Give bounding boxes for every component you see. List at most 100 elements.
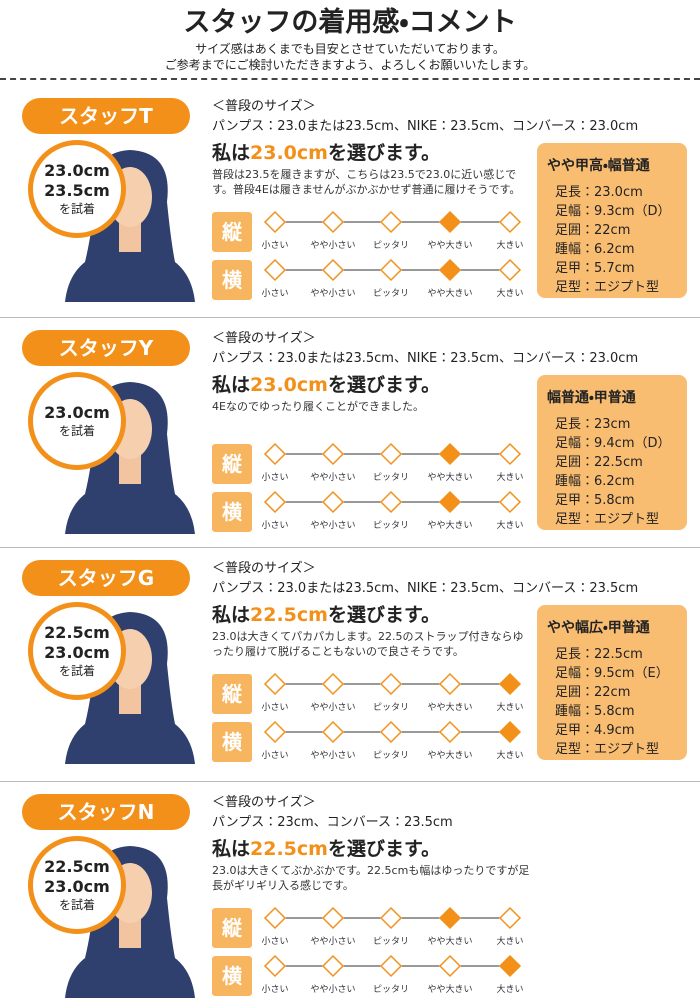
foot-line: 踵幅：5.8cm	[555, 704, 635, 719]
scale-option: ピッタリ	[372, 937, 409, 947]
foot-box: 幅普通・甲普通 足長：23cm 足幅：9.4cm（D） 足囲：22.5cm 踵幅：6.2…	[537, 375, 687, 530]
scale-label: 縦	[212, 212, 252, 252]
scale-marker	[263, 490, 287, 514]
staff-name: スタッフY	[22, 330, 190, 366]
foot-line: 足型：エジプト型	[555, 512, 660, 527]
scale-option: やや小さい	[310, 751, 356, 761]
foot-line: 足長：23.0cm	[555, 185, 643, 200]
foot-line: 足甲：5.7cm	[555, 261, 635, 276]
scale	[263, 906, 522, 930]
scale-option: ピッタリ	[372, 985, 409, 995]
foot-line: 足幅：9.3cm（D）	[555, 204, 671, 219]
tried-size: 23.0cm	[44, 161, 110, 180]
scale-marker	[263, 954, 287, 978]
scale-marker	[379, 210, 403, 234]
scale-option: ピッタリ	[372, 241, 409, 251]
choice-suffix: を選びます。	[327, 142, 441, 164]
usual-sizes: パンプス：23.0または23.5cm、NIKE：23.5cm、コンバース：23.…	[212, 119, 639, 134]
comment: 4Eなのでゆったり履くことができました。	[212, 400, 424, 413]
choice-prefix: 私は	[212, 142, 251, 164]
usual-sizes: パンプス：23.0または23.5cm、NIKE：23.5cm、コンバース：23.…	[212, 581, 639, 596]
scale-option: 小さい	[261, 241, 289, 251]
scale-option: 小さい	[261, 289, 289, 299]
scale	[263, 258, 522, 282]
usual-label: ＜普段のサイズ＞	[212, 99, 316, 114]
scale-option: やや大きい	[427, 289, 473, 299]
choice-prefix: 私は	[212, 374, 251, 396]
scale-marker	[379, 258, 403, 282]
subtitle: サイズ感はあくまでも目安とさせていただいております。	[195, 42, 505, 56]
foot-line: 足幅：9.5cm（E）	[555, 666, 669, 681]
scale-marker	[263, 672, 287, 696]
scale-option: やや大きい	[427, 521, 473, 531]
scale-label: 縦	[212, 444, 252, 484]
staff-name: スタッフT	[22, 98, 190, 134]
scale-label: 横	[212, 956, 252, 996]
title: スタッフの着用感・コメント	[183, 7, 517, 38]
tried-size: 23.0cm	[44, 643, 110, 662]
scale-option: やや小さい	[310, 289, 356, 299]
tried-label: を試着	[58, 202, 95, 216]
foot-line: 足型：エジプト型	[555, 280, 660, 295]
scale-option: やや大きい	[427, 473, 473, 483]
shape	[119, 684, 141, 714]
tried-size: 22.5cm	[44, 623, 110, 642]
scale-option: やや小さい	[310, 521, 356, 531]
foot-line: 踵幅：6.2cm	[555, 474, 635, 489]
scale-marker	[321, 954, 345, 978]
usual-sizes: パンプス：23.0または23.5cm、NIKE：23.5cm、コンバース：23.…	[212, 351, 639, 366]
tried-size: 22.5cm	[44, 857, 110, 876]
comment: 普段は23.5を履きますが、こちらは23.5で23.0に近い感じです。普段4Eは…	[212, 168, 521, 196]
tried-label: を試着	[58, 898, 95, 912]
scale-marker-selected	[498, 720, 522, 744]
scale	[263, 672, 522, 696]
shape	[119, 454, 141, 484]
scale-marker	[438, 720, 462, 744]
usual-sizes: パンプス：23cm、コンバース：23.5cm	[212, 815, 453, 830]
tried-label: を試着	[58, 424, 95, 438]
shape	[65, 482, 195, 534]
usual-label: ＜普段のサイズ＞	[212, 561, 316, 576]
scale-marker	[379, 490, 403, 514]
choice-suffix: を選びます。	[327, 604, 441, 626]
scale-marker	[321, 442, 345, 466]
scale-option: やや小さい	[310, 985, 356, 995]
foot-line: 足甲：5.8cm	[555, 493, 635, 508]
separator	[0, 781, 700, 782]
scale	[263, 720, 522, 744]
scale-option: ピッタリ	[372, 703, 409, 713]
foot-line: 足囲：22.5cm	[555, 455, 643, 470]
shape	[119, 918, 141, 948]
shape	[65, 946, 195, 998]
scale-marker	[321, 490, 345, 514]
foot-line: 足甲：4.9cm	[555, 723, 635, 738]
scale-label: 横	[212, 722, 252, 762]
foot-heading: やや甲高・幅普通	[547, 158, 650, 174]
tried-circle: 22.5cm 23.0cm を試着	[28, 602, 126, 700]
scale-option: ピッタリ	[372, 751, 409, 761]
tried-size: 23.0cm	[44, 877, 110, 896]
scale-marker	[263, 258, 287, 282]
scale-label: 横	[212, 492, 252, 532]
scale-option: やや大きい	[427, 241, 473, 251]
foot-heading: やや幅広・甲普通	[547, 620, 650, 636]
scale-option: 大きい	[496, 985, 524, 995]
scale-option: やや小さい	[310, 241, 356, 251]
scale-option: 小さい	[261, 473, 289, 483]
choice: 私は22.5cmを選びます。	[212, 600, 440, 627]
separator	[0, 547, 700, 548]
scale-marker	[498, 490, 522, 514]
foot-line: 足長：22.5cm	[555, 647, 643, 662]
scale-marker-selected	[438, 210, 462, 234]
foot-box: やや幅広・甲普通 足長：22.5cm 足幅：9.5cm（E） 足囲：22cm 踵幅：5.…	[537, 605, 687, 760]
scale-option: 小さい	[261, 521, 289, 531]
scale-option: ピッタリ	[372, 473, 409, 483]
scale	[263, 490, 522, 514]
choice: 私は23.0cmを選びます。	[212, 138, 440, 165]
scale-marker-selected	[438, 442, 462, 466]
choice-prefix: 私は	[212, 838, 251, 860]
scale-marker-selected	[438, 490, 462, 514]
scale-option: 大きい	[496, 473, 524, 483]
scale	[263, 210, 522, 234]
comment: 23.0は大きくてぶかぶかです。22.5cmも幅はゆったりですが足長がギリギリ入…	[212, 864, 530, 892]
